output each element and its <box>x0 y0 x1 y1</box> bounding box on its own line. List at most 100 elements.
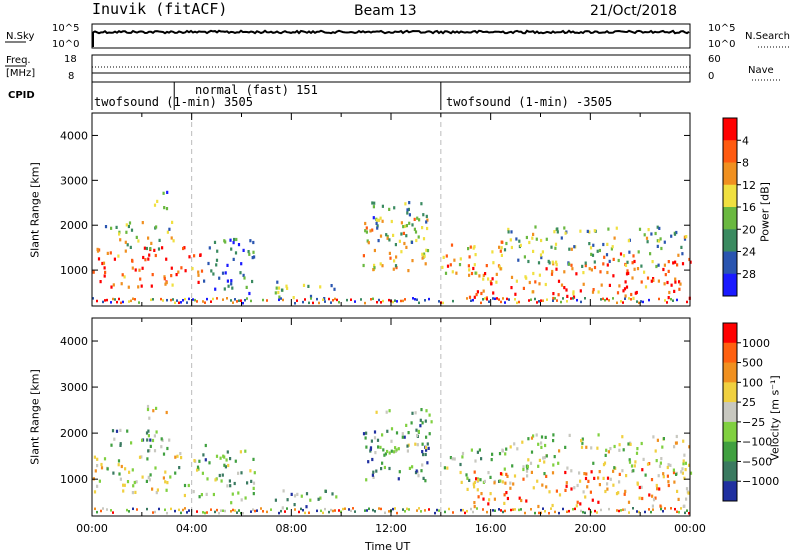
power-echo-cell <box>555 263 558 267</box>
power-ground-cell <box>498 298 500 301</box>
power-echo-cell <box>468 295 472 299</box>
power-echo-cell <box>411 223 414 227</box>
power-ground-cell <box>192 298 194 301</box>
velocity-echo-cell <box>155 430 158 434</box>
power-ground-cell <box>542 299 544 302</box>
velocity-echo-cell <box>680 470 683 474</box>
power-echo-cell <box>242 273 245 277</box>
velocity-echo-cell <box>624 489 627 493</box>
velocity-echo-cell <box>609 447 612 451</box>
velocity-ground-cell <box>436 508 438 512</box>
velocity-echo-cell <box>522 467 525 472</box>
velocity-ground-cell <box>628 511 630 514</box>
velocity-echo-cell <box>603 461 607 465</box>
power-ground-cell <box>620 300 622 303</box>
velocity-echo-cell <box>638 496 641 500</box>
power-echo-cell <box>528 280 531 285</box>
velocity-ground-cell <box>222 509 224 512</box>
velocity-echo-cell <box>689 471 693 475</box>
power-echo-cell <box>674 260 677 264</box>
power-echo-cell <box>101 261 104 266</box>
power-colorbar-tick-label: 24 <box>742 246 756 259</box>
velocity-echo-cell <box>204 458 207 462</box>
velocity-echo-cell <box>605 448 608 452</box>
power-echo-cell <box>405 245 408 249</box>
power-echo-cell <box>224 271 227 275</box>
power-echo-cell <box>650 279 653 283</box>
velocity-echo-cell <box>476 488 479 492</box>
power-echo-cell <box>393 206 396 210</box>
power-echo-cell <box>550 245 553 249</box>
velocity-echo-cell <box>657 474 660 478</box>
power-ground-cell <box>250 299 252 303</box>
velocity-echo-cell <box>543 456 546 460</box>
velocity-echo-cell <box>395 431 399 435</box>
power-echo-cell <box>139 277 142 281</box>
velocity-echo-cell <box>152 409 155 413</box>
power-ground-cell <box>528 299 530 302</box>
power-ground-cell <box>304 298 306 301</box>
power-echo-cell <box>147 236 150 240</box>
power-echo-cell <box>425 248 428 252</box>
power-echo-cell <box>570 263 573 267</box>
velocity-echo-cell <box>419 418 422 422</box>
velocity-echo-cell <box>638 485 641 490</box>
power-echo-cell <box>166 190 169 194</box>
velocity-ground-cell <box>348 508 350 511</box>
velocity-echo-cell <box>227 463 230 468</box>
velocity-echo-cell <box>673 445 676 449</box>
velocity-echo-cell <box>506 496 509 501</box>
freq-panel-frame <box>91 54 691 83</box>
nsky-series-line <box>92 29 690 35</box>
power-echo-cell <box>230 282 233 286</box>
velocity-echo-cell <box>119 443 122 447</box>
power-echo-cell <box>675 230 678 235</box>
power-echo-cell <box>421 256 424 260</box>
velocity-echo-cell <box>365 445 368 449</box>
velocity-ground-cell <box>618 509 620 513</box>
power-ground-cell <box>346 298 348 302</box>
power-echo-cell <box>112 283 115 287</box>
velocity-echo-cell <box>551 471 555 475</box>
power-echo-cell <box>233 237 236 242</box>
velocity-echo-cell <box>425 448 428 452</box>
power-ground-cell <box>232 301 234 304</box>
power-echo-cell <box>407 269 410 273</box>
velocity-echo-cell <box>228 479 231 483</box>
power-echo-cell <box>367 241 370 245</box>
velocity-ytick-label: 3000 <box>60 381 88 394</box>
velocity-echo-cell <box>505 472 508 476</box>
velocity-panel-frame <box>91 317 691 517</box>
velocity-echo-cell <box>579 502 582 506</box>
power-echo-cell <box>249 239 252 243</box>
velocity-ground-cell <box>342 507 344 511</box>
power-echo-cell <box>408 201 411 205</box>
velocity-ground-cell <box>242 511 244 515</box>
velocity-echo-cell <box>662 437 665 441</box>
power-ground-cell <box>170 298 172 302</box>
velocity-echo-cell <box>609 477 612 481</box>
power-echo-cell <box>302 283 306 287</box>
velocity-echo-cell <box>641 496 644 501</box>
velocity-echo-cell <box>558 449 561 453</box>
velocity-echo-cell <box>625 474 628 478</box>
power-echo-cell <box>590 252 593 256</box>
power-echo-cell <box>386 236 389 240</box>
power-ground-cell <box>600 298 602 301</box>
power-ground-cell <box>602 297 604 301</box>
power-echo-cell <box>120 282 123 286</box>
power-echo-cell <box>498 265 501 269</box>
velocity-echo-cell <box>309 498 312 502</box>
velocity-echo-cell <box>443 466 446 470</box>
velocity-echo-cell <box>461 451 465 456</box>
power-echo-cell <box>214 287 217 291</box>
velocity-ground-cell <box>466 509 468 513</box>
velocity-echo-cell <box>96 457 99 461</box>
velocity-echo-cell <box>147 475 150 479</box>
velocity-echo-cell <box>422 476 425 480</box>
velocity-ground-cell <box>340 510 342 514</box>
velocity-echo-cell <box>208 461 211 465</box>
power-ground-cell <box>496 297 498 300</box>
power-ground-cell <box>188 297 190 301</box>
velocity-echo-cell <box>590 470 593 474</box>
